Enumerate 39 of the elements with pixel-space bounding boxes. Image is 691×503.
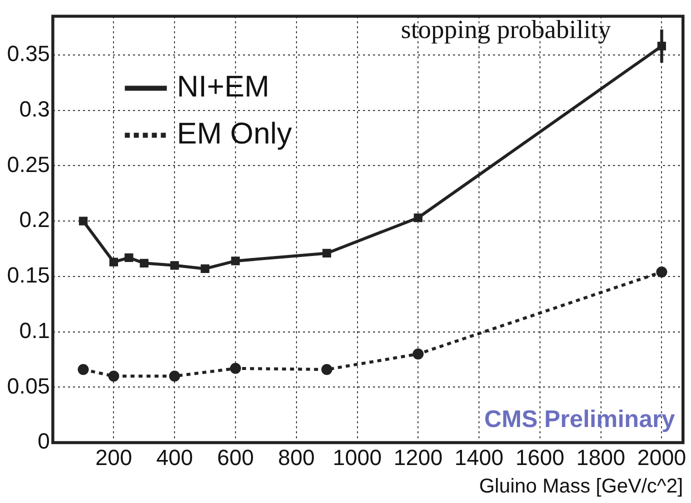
x-tick-label: 2000	[637, 444, 686, 470]
y-tick-label: 0.05	[6, 373, 50, 398]
x-tick-label: 1600	[515, 444, 564, 470]
point	[321, 364, 332, 376]
x-tick-label: 800	[278, 444, 315, 470]
point	[231, 256, 240, 266]
point	[78, 216, 88, 226]
y-tick-label: 0	[38, 428, 50, 454]
chart-title: stopping probability	[400, 15, 611, 44]
x-tick-label: 200	[95, 444, 132, 470]
x-axis-title: Gluino Mass [GeV/c^2]	[479, 476, 683, 498]
point	[170, 261, 179, 270]
point	[169, 370, 180, 382]
x-tick-label: 1200	[394, 444, 443, 470]
x-tick-label: 1400	[454, 444, 504, 470]
point	[412, 348, 424, 360]
y-tick-label: 0.2	[19, 207, 50, 232]
x-tick-label: 1000	[332, 444, 382, 470]
y-tick-label: 0.25	[6, 152, 50, 177]
point	[230, 362, 241, 374]
y-tick-label: 0.3	[19, 96, 50, 122]
point	[140, 258, 148, 268]
x-tick-label: 600	[217, 444, 254, 470]
point	[78, 364, 89, 376]
point	[200, 264, 210, 274]
legend-label: NI+EM	[176, 70, 270, 104]
point	[124, 253, 134, 262]
y-tick-label: 0.15	[6, 262, 50, 288]
point	[322, 248, 332, 258]
y-tick-label: 0.35	[6, 41, 50, 66]
legend-label: EM Only	[176, 117, 292, 150]
x-tick-label: 400	[156, 444, 193, 470]
annotation: CMS Preliminary	[484, 406, 676, 434]
point	[414, 213, 422, 222]
point	[108, 370, 120, 382]
y-tick-label: 0.1	[19, 318, 50, 343]
x-tick-label: 1800	[576, 444, 626, 470]
point	[656, 266, 668, 278]
point	[109, 258, 118, 266]
